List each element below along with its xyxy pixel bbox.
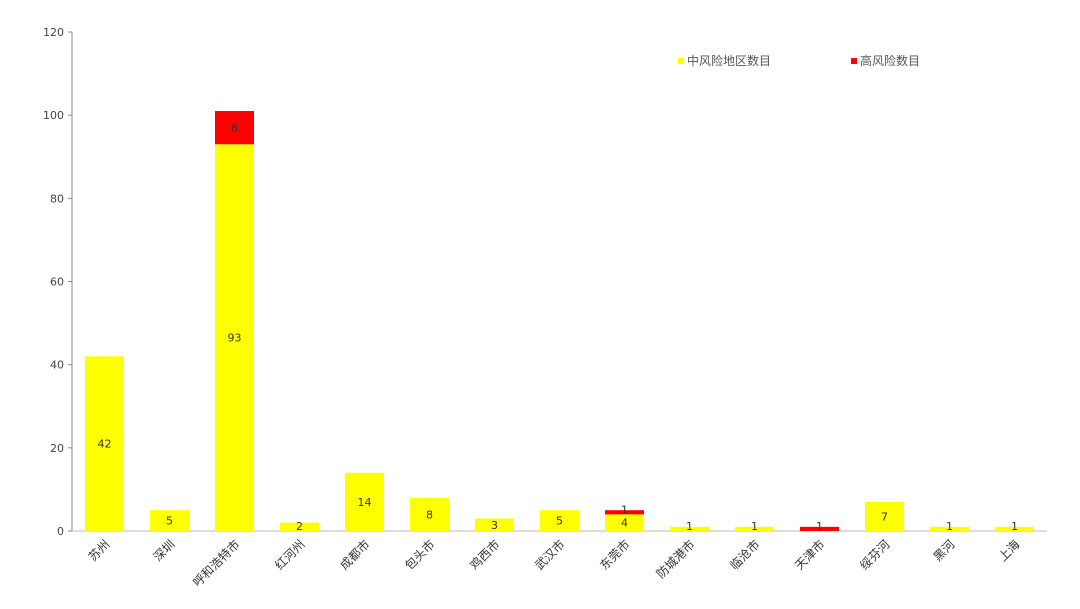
x-tick-label: 红河州 [272,537,308,573]
data-label: 3 [491,519,498,532]
x-tick-label: 绥芬河 [857,537,892,572]
bar-segment [670,526,709,531]
x-tick-label: 深圳 [151,537,178,564]
y-tick-label: 100 [43,109,64,122]
bar-segment [280,522,319,531]
legend: 中风险地区数目 高风险数目 [678,53,920,68]
x-tick-label: 天津市 [792,537,828,573]
data-label: 7 [881,510,888,523]
data-label: 1 [621,503,628,516]
legend-label: 中风险地区数目 [687,53,771,68]
data-label: 42 [98,438,112,451]
legend-label: 高风险数目 [860,53,920,68]
y-tick-label: 0 [57,525,64,538]
data-label: 5 [556,515,563,528]
data-label: 1 [686,520,693,533]
bar-segment [605,514,644,531]
bar-segment [800,526,839,531]
x-tick-label: 苏州 [86,537,113,564]
bar-segment [930,526,969,531]
bar-segment [215,111,254,145]
y-tick-label: 60 [50,276,64,289]
x-tick-label: 武汉市 [532,537,568,573]
bar-segment [865,501,904,531]
data-label: 2 [296,520,303,533]
bar-segment [345,472,384,531]
bar-segment [150,510,189,531]
data-label: 93 [228,332,242,345]
data-label: 5 [166,515,173,528]
data-label: 4 [621,517,628,530]
x-tick-label: 上海 [995,537,1023,565]
bar-segment [540,510,579,531]
legend-swatch [851,58,857,64]
bar-segment [85,356,124,531]
data-label: 14 [358,496,372,509]
y-tick-label: 120 [43,26,64,39]
y-tick-label: 20 [50,442,64,455]
x-tick-label: 包头市 [402,537,438,573]
bar-segment [475,518,514,531]
y-tick-label: 80 [50,192,64,205]
y-tick-label: 40 [50,359,64,372]
x-tick-label: 东莞市 [597,537,633,573]
data-label: 8 [231,122,238,135]
bar-segment [605,510,644,515]
x-tick-label: 鸡西市 [467,537,503,573]
bar-segment [215,144,254,531]
legend-swatch [678,58,684,64]
x-tick-label: 呼和浩特市 [190,537,243,590]
bars-layer [85,111,1034,531]
data-label: 1 [1011,520,1018,533]
bar-segment [410,497,449,531]
x-tick-label: 防城港市 [653,537,698,582]
x-tick-label: 成都市 [337,537,373,573]
x-tick-label: 黑河 [931,537,958,564]
bar-segment [995,526,1034,531]
data-label: 1 [751,520,758,533]
data-label: 8 [426,508,433,521]
x-tick-label: 临沧市 [727,537,763,573]
bar-segment [735,526,774,531]
data-label: 1 [816,520,823,533]
data-label: 1 [946,520,953,533]
